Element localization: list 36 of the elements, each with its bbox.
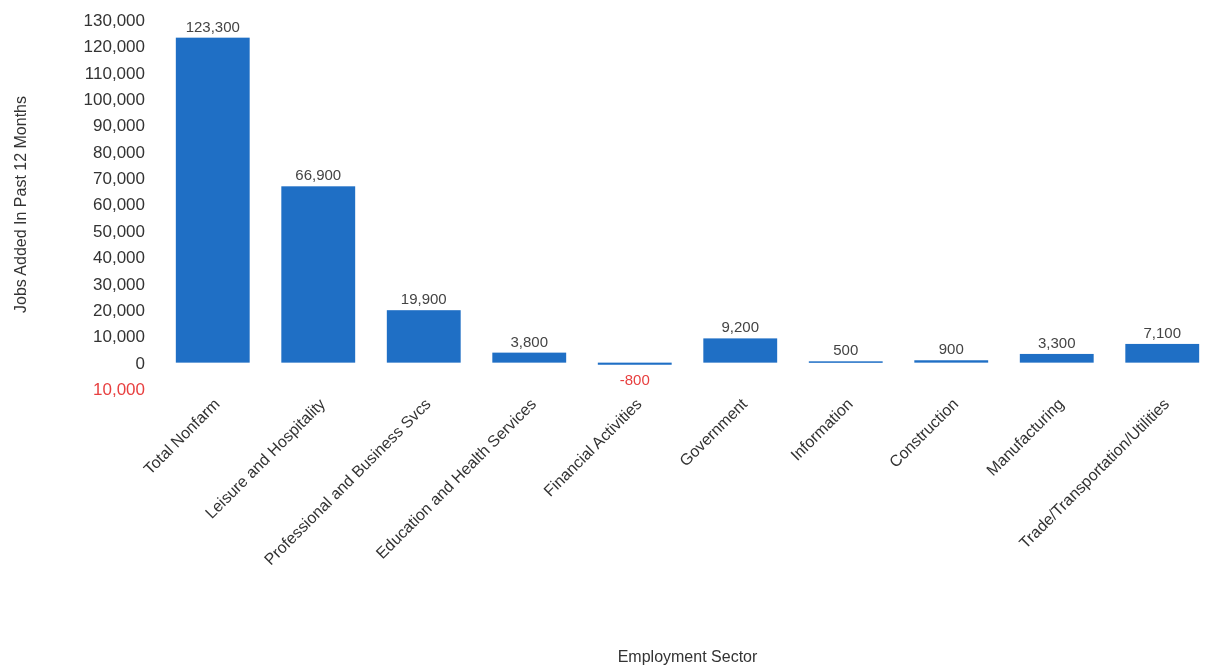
bar xyxy=(492,352,567,363)
y-tick-label: 120,000 xyxy=(83,37,145,57)
y-tick-label: 10,000 xyxy=(93,379,145,399)
bar xyxy=(914,360,989,363)
y-tick-label: 70,000 xyxy=(93,169,145,189)
data-label: 123,300 xyxy=(185,17,240,35)
data-label: 9,200 xyxy=(721,318,760,336)
y-tick-label: 40,000 xyxy=(93,248,145,268)
data-label: 19,900 xyxy=(400,290,447,308)
bar xyxy=(175,37,250,363)
bar xyxy=(386,310,461,363)
data-label: 900 xyxy=(938,340,964,358)
y-tick-label: 90,000 xyxy=(93,116,145,136)
bar xyxy=(597,362,672,365)
y-axis-title: Jobs Added In Past 12 Months xyxy=(12,95,29,314)
x-axis-title: Employment Sector xyxy=(617,648,758,665)
y-tick-label: 10,000 xyxy=(93,327,145,347)
y-tick-label: 30,000 xyxy=(93,274,145,294)
data-label: 500 xyxy=(833,341,859,359)
data-label: -800 xyxy=(619,370,650,388)
y-tick-label: 110,000 xyxy=(84,63,145,83)
y-tick-label: 50,000 xyxy=(93,221,145,241)
y-tick-label: 20,000 xyxy=(93,300,145,320)
data-label: 7,100 xyxy=(1143,323,1182,341)
data-label: 3,800 xyxy=(510,332,549,350)
y-tick-label: 0 xyxy=(135,353,145,373)
y-tick-label: 130,000 xyxy=(83,10,145,30)
data-label: 66,900 xyxy=(295,166,342,184)
y-tick-label: 80,000 xyxy=(93,142,145,162)
y-tick-label: 60,000 xyxy=(93,195,145,215)
y-tick-label: 100,000 xyxy=(83,90,145,110)
bar xyxy=(703,338,778,363)
bar xyxy=(1019,353,1094,363)
bar xyxy=(1125,343,1200,363)
data-label: 3,300 xyxy=(1037,333,1076,351)
bar xyxy=(281,186,356,363)
